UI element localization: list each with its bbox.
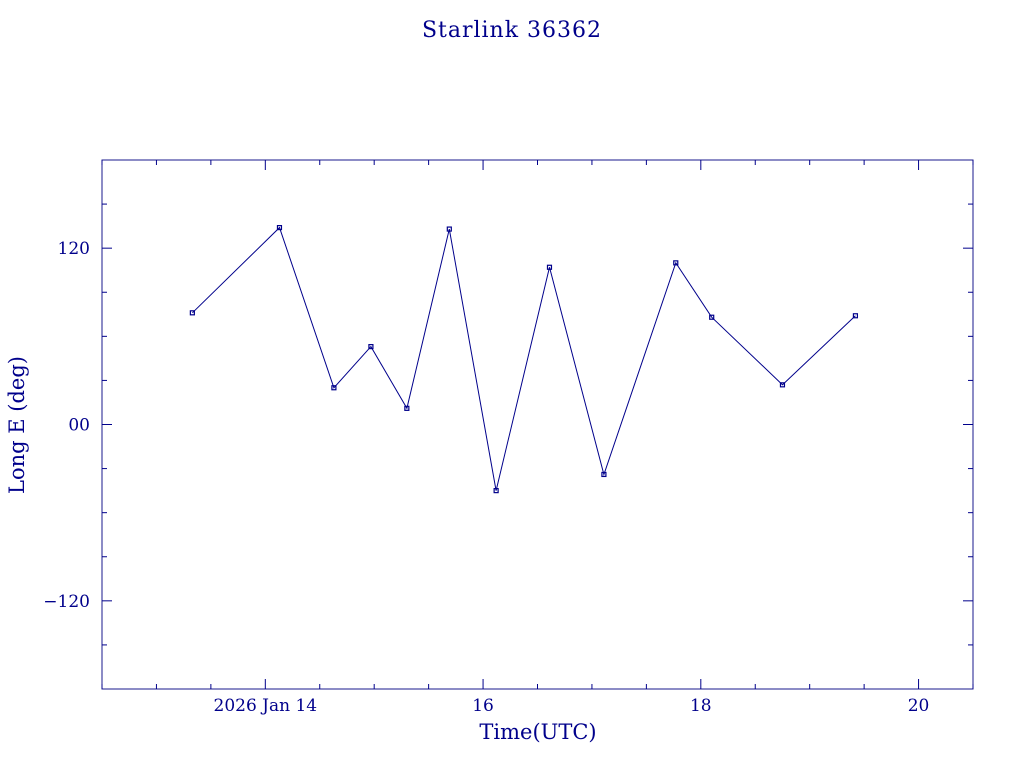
- data-point: [779, 382, 786, 388]
- data-point: [368, 344, 374, 350]
- data-point: [673, 260, 679, 266]
- data-point: [493, 488, 499, 494]
- y-tick-label: 120: [58, 239, 90, 259]
- data-point: [709, 314, 715, 320]
- data-point: [189, 310, 195, 316]
- x-tick-label: 2026 Jan 14: [214, 696, 318, 716]
- x-tick-labels: 2026 Jan 14 16 18 20: [214, 696, 930, 716]
- data-markers: [189, 224, 859, 494]
- axis-ticks: [101, 160, 974, 689]
- x-tick-label: 20: [908, 696, 930, 716]
- data-point: [852, 313, 859, 319]
- plot-frame: [101, 159, 974, 690]
- data-point: [404, 405, 410, 411]
- data-point: [546, 264, 553, 270]
- data-point: [331, 385, 337, 391]
- data-point: [276, 224, 283, 231]
- data-point: [601, 471, 607, 478]
- chart-title: Starlink 36362: [422, 18, 602, 43]
- x-axis-label: Time(UTC): [479, 720, 596, 744]
- y-tick-labels: 120 00 −120: [43, 239, 90, 612]
- y-axis-label: Long E (deg): [5, 356, 29, 494]
- y-tick-label: 00: [68, 416, 90, 436]
- x-tick-label: 18: [690, 696, 712, 716]
- data-point: [446, 226, 452, 232]
- x-tick-label: 16: [472, 696, 494, 716]
- series-line: [192, 226, 856, 491]
- y-tick-label: −120: [43, 592, 90, 612]
